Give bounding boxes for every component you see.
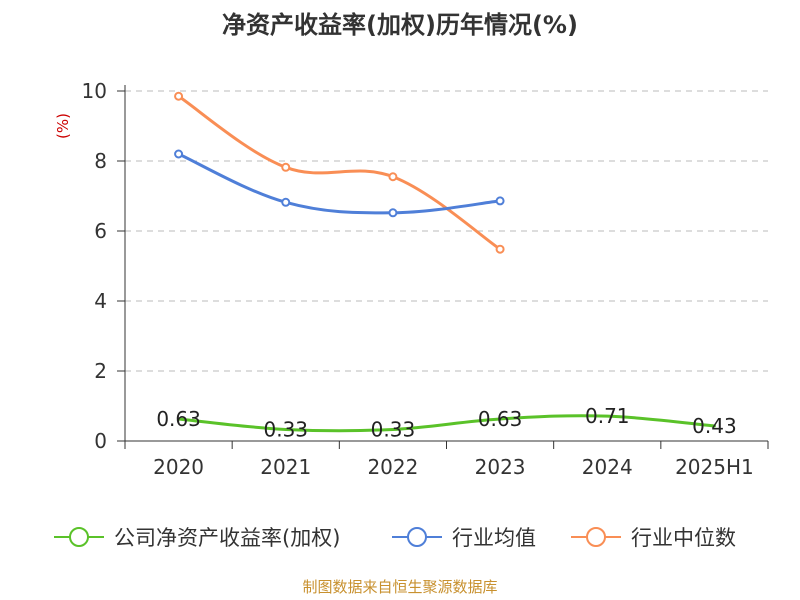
x-tick-labels: 2020 2021 2022 2023 2024 2025H1 <box>153 455 754 479</box>
y-tick-label: 6 <box>94 219 107 243</box>
x-tick-label: 2025H1 <box>675 455 754 479</box>
y-tick-label: 0 <box>94 429 107 453</box>
legend-item-1[interactable]: 行业均值 <box>392 526 536 550</box>
legend-marker <box>407 527 427 547</box>
legend-label: 行业中位数 <box>631 526 736 550</box>
x-tick-label: 2022 <box>367 455 418 479</box>
data-label: 0.43 <box>692 414 737 438</box>
data-label: 0.63 <box>478 407 523 431</box>
chart-title: 净资产收益率(加权)历年情况(%) <box>222 11 578 39</box>
source-note: 制图数据来自恒生聚源数据库 <box>302 578 497 596</box>
legend-item-2[interactable]: 行业中位数 <box>571 526 736 550</box>
x-tick-label: 2021 <box>260 455 311 479</box>
legend-label: 公司净资产收益率(加权) <box>114 526 340 550</box>
data-label: 0.71 <box>585 404 630 428</box>
data-point[interactable] <box>174 149 184 159</box>
y-tick-label: 2 <box>94 359 107 383</box>
series-line-0 <box>177 414 716 433</box>
legend-marker <box>586 527 606 547</box>
axes <box>117 85 769 449</box>
data-point[interactable] <box>281 162 291 172</box>
series-line-1 <box>177 152 502 215</box>
data-point[interactable] <box>495 244 505 254</box>
legend-item-0[interactable]: 公司净资产收益率(加权) <box>54 526 340 550</box>
data-point[interactable] <box>388 208 398 218</box>
y-tick-label: 10 <box>82 79 107 103</box>
series-line-2 <box>177 94 502 251</box>
data-point[interactable] <box>495 196 505 206</box>
data-point[interactable] <box>174 91 184 101</box>
x-tick-label: 2024 <box>582 455 633 479</box>
x-tick-label: 2023 <box>475 455 526 479</box>
gridlines <box>125 90 768 372</box>
legend-label: 行业均值 <box>452 526 536 550</box>
legend-marker <box>69 527 89 547</box>
data-label: 0.33 <box>263 417 308 441</box>
data-labels: 0.63 0.33 0.33 0.63 0.71 0.43 <box>156 404 736 441</box>
y-axis-unit: (%) <box>54 113 72 139</box>
legend[interactable]: 公司净资产收益率(加权) 行业均值 行业中位数 <box>54 526 736 550</box>
x-tick-label: 2020 <box>153 455 204 479</box>
data-point[interactable] <box>388 172 398 182</box>
y-tick-label: 8 <box>94 149 107 173</box>
data-point[interactable] <box>281 197 291 207</box>
data-label: 0.33 <box>371 417 416 441</box>
series-lines <box>174 91 716 433</box>
y-tick-label: 4 <box>94 289 107 313</box>
y-tick-labels: 0 2 4 6 8 10 <box>82 79 107 453</box>
data-label: 0.63 <box>156 407 201 431</box>
